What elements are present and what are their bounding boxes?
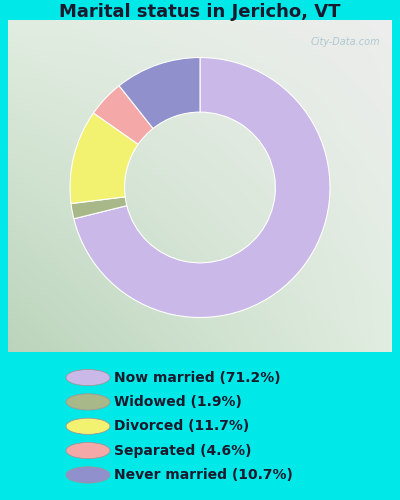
Wedge shape xyxy=(119,58,200,128)
Text: Now married (71.2%): Now married (71.2%) xyxy=(114,370,281,384)
Circle shape xyxy=(66,442,110,458)
Circle shape xyxy=(66,394,110,410)
Wedge shape xyxy=(74,58,330,318)
Wedge shape xyxy=(94,86,153,144)
Circle shape xyxy=(66,467,110,483)
Text: Separated (4.6%): Separated (4.6%) xyxy=(114,444,252,458)
Wedge shape xyxy=(70,113,138,204)
Text: Never married (10.7%): Never married (10.7%) xyxy=(114,468,293,482)
Text: City-Data.com: City-Data.com xyxy=(311,36,380,46)
Text: Marital status in Jericho, VT: Marital status in Jericho, VT xyxy=(59,4,341,22)
Circle shape xyxy=(66,370,110,386)
Text: Divorced (11.7%): Divorced (11.7%) xyxy=(114,419,249,433)
Wedge shape xyxy=(71,197,127,219)
Circle shape xyxy=(66,418,110,434)
Text: Widowed (1.9%): Widowed (1.9%) xyxy=(114,395,242,409)
